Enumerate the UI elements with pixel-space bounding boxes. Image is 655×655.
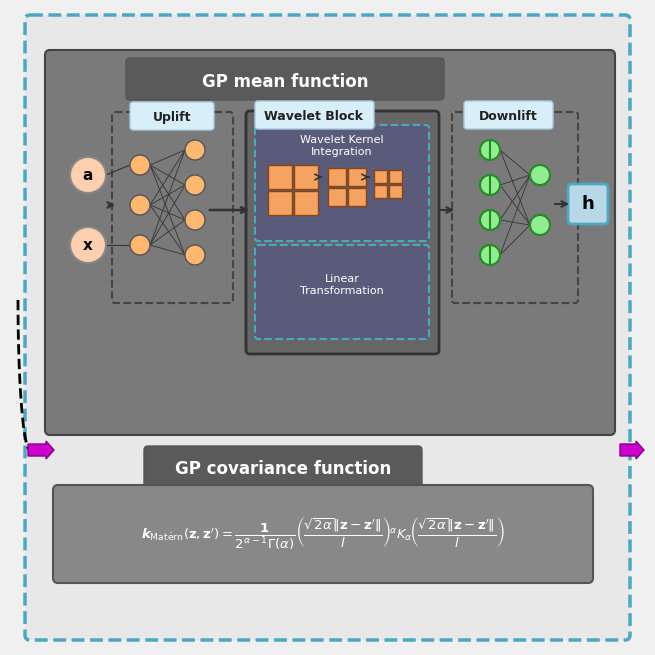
Circle shape <box>70 227 106 263</box>
Text: $\boldsymbol{k}_{\mathrm{Mat\acute{e}rn}}(\mathbf{z}, \mathbf{z}') = \dfrac{\mat: $\boldsymbol{k}_{\mathrm{Mat\acute{e}rn}… <box>141 516 505 552</box>
Text: Uplift: Uplift <box>153 111 191 124</box>
FancyBboxPatch shape <box>53 485 593 583</box>
Bar <box>374 185 387 198</box>
Circle shape <box>480 175 500 195</box>
FancyBboxPatch shape <box>464 101 553 129</box>
Circle shape <box>530 165 550 185</box>
Circle shape <box>185 210 205 230</box>
Circle shape <box>480 140 500 160</box>
FancyArrow shape <box>28 441 54 459</box>
Circle shape <box>185 140 205 160</box>
FancyBboxPatch shape <box>126 58 444 100</box>
Bar <box>348 168 366 186</box>
Text: GP mean function: GP mean function <box>202 73 368 91</box>
FancyBboxPatch shape <box>255 125 429 241</box>
Text: $\mathbf{x}$: $\mathbf{x}$ <box>82 238 94 252</box>
Text: Linear
Transformation: Linear Transformation <box>300 274 384 296</box>
Circle shape <box>70 157 106 193</box>
FancyBboxPatch shape <box>246 111 439 354</box>
FancyBboxPatch shape <box>144 446 422 488</box>
Bar <box>294 191 318 215</box>
FancyBboxPatch shape <box>25 15 630 640</box>
Bar <box>389 170 402 183</box>
Circle shape <box>130 155 150 175</box>
FancyArrow shape <box>620 441 644 459</box>
Bar <box>328 188 346 206</box>
Bar <box>328 168 346 186</box>
Text: Downlift: Downlift <box>479 111 537 124</box>
FancyBboxPatch shape <box>255 245 429 339</box>
Text: $\mathbf{a}$: $\mathbf{a}$ <box>83 168 94 183</box>
Circle shape <box>480 210 500 230</box>
Bar <box>294 165 318 189</box>
FancyBboxPatch shape <box>45 50 615 435</box>
FancyBboxPatch shape <box>255 101 374 129</box>
Bar <box>348 188 366 206</box>
Text: Wavelet Block: Wavelet Block <box>265 111 364 124</box>
Text: GP covariance function: GP covariance function <box>175 460 391 478</box>
Bar <box>268 165 292 189</box>
Circle shape <box>130 195 150 215</box>
Bar <box>268 191 292 215</box>
Circle shape <box>130 235 150 255</box>
Text: Wavelet Kernel
Integration: Wavelet Kernel Integration <box>300 135 384 157</box>
Text: $\mathbf{h}$: $\mathbf{h}$ <box>582 195 595 213</box>
FancyBboxPatch shape <box>130 102 214 130</box>
Circle shape <box>185 245 205 265</box>
Circle shape <box>185 175 205 195</box>
Circle shape <box>480 245 500 265</box>
FancyBboxPatch shape <box>568 184 608 224</box>
Bar <box>374 170 387 183</box>
Circle shape <box>530 215 550 235</box>
Bar <box>389 185 402 198</box>
